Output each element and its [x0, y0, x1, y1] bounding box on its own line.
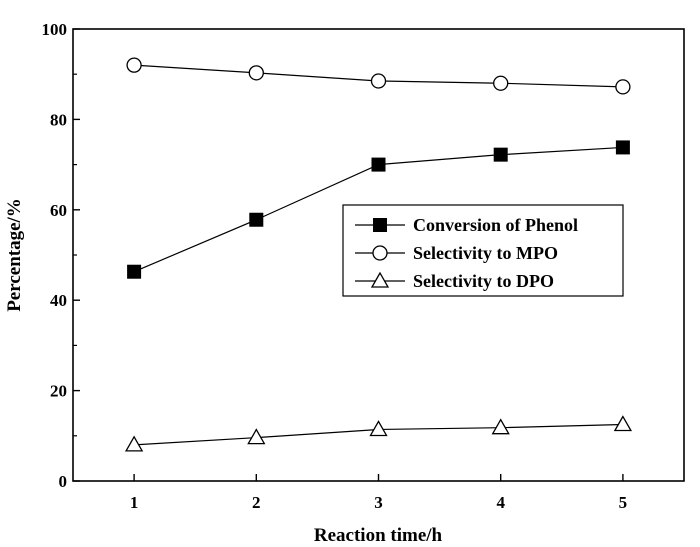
x-tick-label: 3 — [374, 493, 383, 512]
data-point — [615, 140, 630, 155]
y-tick-label: 100 — [42, 20, 68, 39]
x-axis: 1 2 3 4 5 — [130, 474, 627, 512]
y-tick-label: 80 — [50, 110, 67, 129]
data-point — [493, 75, 509, 91]
legend-label: Selectivity to DPO — [413, 271, 554, 291]
data-point — [491, 418, 510, 435]
x-tick-label: 5 — [619, 493, 628, 512]
x-tick-label: 4 — [496, 493, 505, 512]
data-point — [126, 57, 142, 73]
data-point — [124, 435, 144, 452]
data-point — [493, 147, 508, 162]
legend-label: Selectivity to MPO — [413, 243, 558, 263]
y-axis: 0 20 40 60 80 100 — [42, 20, 80, 491]
data-point — [369, 420, 388, 437]
data-point — [370, 73, 387, 89]
data-point — [247, 428, 266, 445]
legend-marker — [372, 245, 388, 261]
data-point — [613, 415, 633, 432]
legend-item: Conversion of Phenol — [355, 215, 578, 235]
legend-marker — [370, 271, 390, 288]
series-layer — [124, 57, 633, 452]
x-tick-label: 2 — [252, 493, 261, 512]
y-axis-title: Percentage/% — [4, 198, 25, 312]
y-tick-label: 0 — [59, 472, 68, 491]
x-axis-title: Reaction time/h — [314, 525, 443, 546]
series-2 — [126, 57, 631, 95]
series-3 — [124, 415, 633, 452]
legend-label: Conversion of Phenol — [413, 215, 578, 235]
x-tick-label: 1 — [130, 493, 139, 512]
data-point — [249, 212, 264, 227]
y-tick-label: 40 — [50, 291, 67, 310]
legend: Conversion of Phenol Selectivity to MPO Se… — [342, 204, 624, 297]
data-point — [127, 264, 142, 279]
y-tick-label: 20 — [50, 382, 67, 401]
data-point — [248, 65, 264, 81]
data-point — [615, 79, 631, 95]
y-tick-label: 60 — [50, 201, 67, 220]
series-1 — [127, 140, 630, 279]
legend-item: Selectivity to MPO — [355, 243, 558, 263]
legend-item: Selectivity to DPO — [355, 271, 554, 291]
legend-marker — [373, 218, 387, 232]
data-point — [371, 157, 386, 172]
